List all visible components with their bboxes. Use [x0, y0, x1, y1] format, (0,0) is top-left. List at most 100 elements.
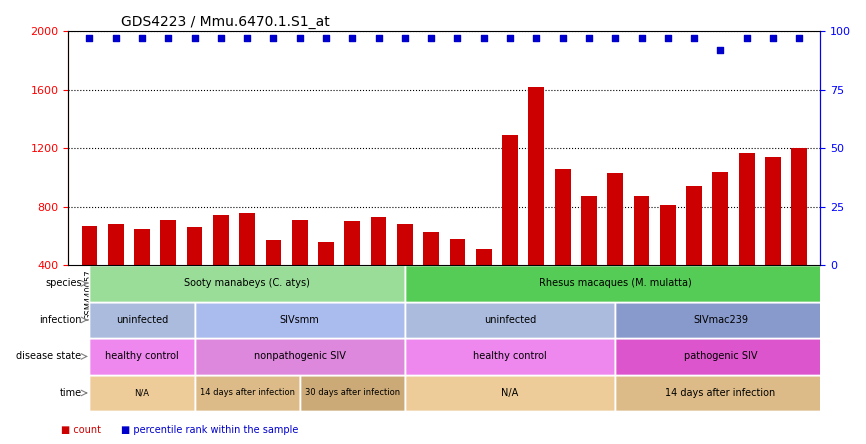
Text: Rhesus macaques (M. mulatta): Rhesus macaques (M. mulatta) [539, 278, 692, 289]
Bar [266, 240, 281, 324]
Text: N/A: N/A [134, 388, 150, 397]
Bar [195, 375, 300, 411]
FancyBboxPatch shape [195, 375, 300, 411]
FancyBboxPatch shape [405, 338, 615, 375]
Bar [187, 227, 203, 324]
Point [766, 35, 780, 42]
Text: disease state: disease state [16, 352, 81, 361]
Point [687, 35, 701, 42]
Text: healthy control: healthy control [473, 352, 547, 361]
Point [582, 35, 596, 42]
Point [424, 35, 438, 42]
FancyBboxPatch shape [89, 301, 195, 338]
Bar [502, 135, 518, 324]
Point [293, 35, 307, 42]
Point [161, 35, 175, 42]
Bar [660, 205, 675, 324]
Bar [397, 224, 413, 324]
Point [82, 35, 96, 42]
Bar [581, 197, 597, 324]
Bar [476, 249, 492, 324]
Bar [607, 173, 624, 324]
Text: pathogenic SIV: pathogenic SIV [683, 352, 757, 361]
Bar [634, 197, 650, 324]
Text: Sooty manabeys (C. atys): Sooty manabeys (C. atys) [184, 278, 310, 289]
Bar [239, 213, 255, 324]
Text: SIVsmm: SIVsmm [280, 315, 320, 325]
Bar [89, 375, 195, 411]
Bar [300, 375, 405, 411]
Bar [195, 301, 405, 338]
Point [661, 35, 675, 42]
Point [608, 35, 622, 42]
Point [135, 35, 149, 42]
Point [714, 47, 727, 54]
Bar [195, 338, 405, 375]
Bar [371, 217, 386, 324]
FancyBboxPatch shape [405, 375, 615, 411]
FancyBboxPatch shape [89, 338, 195, 375]
FancyBboxPatch shape [89, 375, 195, 411]
Text: species: species [45, 278, 81, 289]
Text: 14 days after infection: 14 days after infection [665, 388, 775, 398]
Point [503, 35, 517, 42]
Bar [318, 242, 334, 324]
Bar [405, 301, 615, 338]
Text: nonpathogenic SIV: nonpathogenic SIV [254, 352, 346, 361]
Text: uninfected: uninfected [484, 315, 536, 325]
Bar [686, 186, 702, 324]
Bar [615, 375, 825, 411]
Point [740, 35, 753, 42]
Bar [555, 169, 571, 324]
Text: uninfected: uninfected [116, 315, 168, 325]
Bar [615, 301, 825, 338]
Bar [449, 239, 465, 324]
Text: healthy control: healthy control [105, 352, 179, 361]
Bar [89, 301, 195, 338]
Point [529, 35, 543, 42]
Bar [108, 223, 124, 324]
Point [450, 35, 464, 42]
Bar [765, 157, 781, 324]
Text: SIVmac239: SIVmac239 [693, 315, 748, 325]
Point [398, 35, 412, 42]
Bar [405, 375, 615, 411]
FancyBboxPatch shape [89, 265, 405, 301]
Bar [160, 220, 176, 324]
Bar [292, 220, 307, 324]
Text: GDS4223 / Mmu.6470.1.S1_at: GDS4223 / Mmu.6470.1.S1_at [121, 15, 330, 29]
Bar [89, 265, 405, 301]
Bar [89, 338, 195, 375]
FancyBboxPatch shape [615, 338, 825, 375]
FancyBboxPatch shape [405, 301, 615, 338]
Text: time: time [60, 388, 81, 398]
Text: N/A: N/A [501, 388, 519, 398]
FancyBboxPatch shape [195, 301, 405, 338]
Bar [423, 232, 439, 324]
Point [346, 35, 359, 42]
Bar [405, 338, 615, 375]
Bar [81, 226, 97, 324]
Point [240, 35, 254, 42]
Point [214, 35, 228, 42]
Point [792, 35, 806, 42]
Bar [615, 338, 825, 375]
Bar [405, 265, 825, 301]
Text: ■ percentile rank within the sample: ■ percentile rank within the sample [121, 425, 299, 435]
Point [372, 35, 385, 42]
FancyBboxPatch shape [615, 301, 825, 338]
Text: 14 days after infection: 14 days after infection [200, 388, 294, 397]
Point [319, 35, 333, 42]
Point [556, 35, 570, 42]
Text: ■ count: ■ count [61, 425, 100, 435]
Text: infection: infection [39, 315, 81, 325]
Bar [134, 229, 150, 324]
Point [109, 35, 123, 42]
Point [188, 35, 202, 42]
Point [267, 35, 281, 42]
FancyBboxPatch shape [405, 265, 825, 301]
Bar [345, 221, 360, 324]
Bar [528, 87, 544, 324]
FancyBboxPatch shape [615, 375, 825, 411]
FancyBboxPatch shape [195, 338, 405, 375]
